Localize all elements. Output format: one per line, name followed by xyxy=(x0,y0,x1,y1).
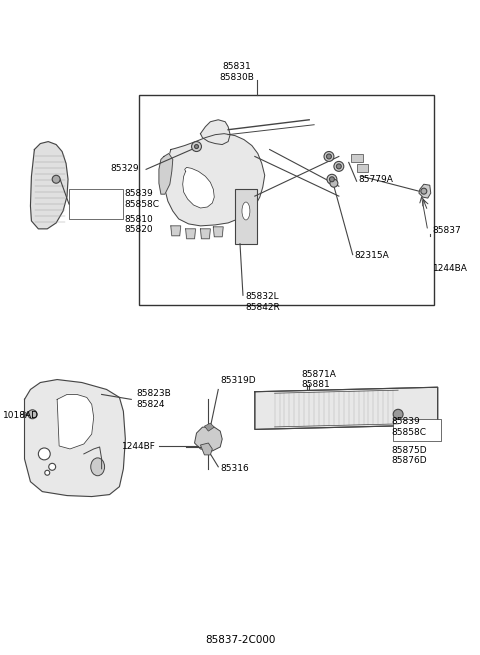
Polygon shape xyxy=(164,134,264,226)
Polygon shape xyxy=(201,443,212,455)
Polygon shape xyxy=(204,423,214,431)
Polygon shape xyxy=(183,168,214,208)
Circle shape xyxy=(324,151,334,161)
Ellipse shape xyxy=(91,458,105,476)
Circle shape xyxy=(336,164,341,169)
Text: 1244BA: 1244BA xyxy=(433,263,468,272)
Polygon shape xyxy=(419,184,431,198)
Text: 85839
85858C: 85839 85858C xyxy=(124,189,159,208)
Text: 85875D
85876D: 85875D 85876D xyxy=(391,446,427,466)
Polygon shape xyxy=(30,141,68,229)
Polygon shape xyxy=(171,226,180,236)
Text: 85779A: 85779A xyxy=(359,176,394,184)
Polygon shape xyxy=(24,379,125,496)
Text: 85810
85820: 85810 85820 xyxy=(124,215,153,234)
Text: 85316: 85316 xyxy=(220,464,249,473)
Text: 85839
85858C: 85839 85858C xyxy=(391,417,426,437)
Text: 1244BF: 1244BF xyxy=(122,442,156,451)
Circle shape xyxy=(52,176,60,183)
Ellipse shape xyxy=(242,202,250,220)
Polygon shape xyxy=(57,394,94,449)
Text: 1018AD: 1018AD xyxy=(3,411,39,421)
Circle shape xyxy=(45,470,50,476)
Text: 82315A: 82315A xyxy=(355,251,389,259)
Polygon shape xyxy=(201,229,210,239)
Bar xyxy=(235,189,257,244)
Circle shape xyxy=(334,161,344,172)
Text: 85823B
85824: 85823B 85824 xyxy=(136,390,171,409)
Circle shape xyxy=(38,448,50,460)
Bar xyxy=(69,189,123,219)
Bar xyxy=(393,419,441,441)
Polygon shape xyxy=(186,229,195,239)
Circle shape xyxy=(393,409,403,419)
Text: 85831
85830B: 85831 85830B xyxy=(219,62,254,82)
Text: 85837: 85837 xyxy=(433,226,461,235)
Bar xyxy=(357,164,369,172)
Circle shape xyxy=(329,177,335,181)
Polygon shape xyxy=(201,120,230,145)
Polygon shape xyxy=(194,427,222,451)
Circle shape xyxy=(421,188,427,194)
Polygon shape xyxy=(159,153,173,194)
Circle shape xyxy=(28,410,37,419)
Circle shape xyxy=(330,179,338,187)
Text: 85319D: 85319D xyxy=(220,375,256,384)
Text: 85329: 85329 xyxy=(110,164,139,174)
Bar xyxy=(351,155,362,162)
Polygon shape xyxy=(213,227,223,236)
Circle shape xyxy=(49,463,56,470)
Text: 85832L
85842R: 85832L 85842R xyxy=(245,292,280,312)
Circle shape xyxy=(327,174,337,184)
Circle shape xyxy=(194,145,199,149)
Polygon shape xyxy=(255,387,438,430)
Text: 85871A
85881: 85871A 85881 xyxy=(301,369,336,389)
Text: 85837-2C000: 85837-2C000 xyxy=(205,635,275,645)
Circle shape xyxy=(326,154,331,159)
Bar xyxy=(139,95,434,305)
Circle shape xyxy=(192,141,202,151)
